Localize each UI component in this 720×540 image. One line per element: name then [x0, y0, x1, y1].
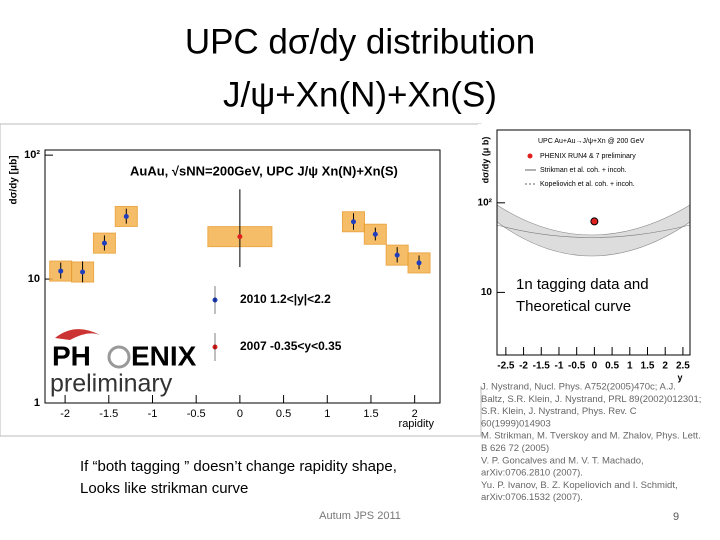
point — [372, 231, 378, 237]
x-tick-label: 1.5 — [363, 408, 378, 420]
y-tick-label: 1 — [34, 397, 40, 409]
logo-text: ENIX — [131, 340, 197, 371]
x-tick-label: 2.5 — [676, 361, 690, 372]
reference: Baltz, S.R. Klein, J. Nystrand, PRL 89(2… — [481, 394, 701, 405]
reference: S.R. Klein, J. Nystrand, Phys. Rev. C — [481, 406, 637, 417]
x-tick-label: 0.5 — [276, 408, 291, 420]
plot-title: AuAu, √sNN=200GeV, UPC J/ψ Xn(N)+Xn(S) — [130, 163, 398, 178]
y-axis-label: dσ/dy (μ b) — [480, 137, 490, 184]
y-tick-label: 10² — [24, 149, 40, 161]
annotation: Theoretical curve — [516, 298, 631, 315]
reference: V. P. Goncalves and M. V. T. Machado, — [481, 455, 644, 466]
x-tick-label: -1 — [555, 361, 564, 372]
x-tick-label: -0.5 — [187, 408, 206, 420]
plot-area — [496, 129, 691, 356]
x-tick-label: 0.5 — [605, 361, 619, 372]
legend-label: Kopeliovich et al. coh. + incoh. — [540, 181, 635, 188]
y-tick-label: 10² — [478, 197, 493, 208]
plot-area — [44, 149, 441, 404]
point — [590, 217, 599, 226]
x-tick-label: -2 — [60, 408, 70, 420]
point — [80, 269, 86, 275]
annotation: 1n tagging data and — [516, 276, 649, 293]
theory-curve — [496, 224, 691, 238]
reference: arXiv:0706.2810 (2007). — [481, 468, 583, 479]
reference: B 626 72 (2005) — [481, 443, 549, 454]
x-tick-label: 0 — [592, 361, 598, 372]
y-tick-label: 10 — [28, 273, 40, 285]
x-tick-label: -1.5 — [99, 408, 118, 420]
annotation-bg — [508, 270, 688, 322]
legend-label: 2010 1.2<|y|<2.2 — [240, 292, 331, 306]
point — [123, 213, 129, 219]
plot-title: UPC Au+Au→J/ψ+Xn @ 200 GeV — [538, 138, 645, 145]
point — [350, 219, 356, 225]
point — [416, 260, 422, 266]
y-axis-label: dσ/dy [μb] — [9, 155, 20, 204]
x-tick-label: 0 — [237, 408, 243, 420]
legend-marker — [527, 153, 533, 159]
x-tick-label: 1.5 — [641, 361, 655, 372]
y-tick-label: 10 — [481, 287, 493, 298]
caption: If “both tagging ” doesn’t change rapidi… — [80, 458, 397, 475]
x-tick-label: -2 — [519, 361, 528, 372]
point — [58, 268, 64, 274]
reference: arXiv:0706.1532 (2007). — [481, 492, 583, 503]
reference: Yu. P. Ivanov, B. Z. Kopeliovich and I. … — [481, 480, 678, 491]
x-tick-label: 1 — [324, 408, 330, 420]
x-tick-label: -1 — [148, 408, 158, 420]
point — [101, 240, 107, 246]
x-tick-label: -1.5 — [533, 361, 551, 372]
reference: M. Strikman, M. Tverskoy and M. Zhalov, … — [481, 431, 701, 442]
x-tick-label: 1 — [627, 361, 633, 372]
reference: J. Nystrand, Nucl. Phys. A752(2005)470c;… — [481, 382, 676, 393]
logo-o — [107, 345, 131, 369]
watermark: preliminary — [50, 370, 173, 398]
footer: Autum JPS 2011 — [319, 510, 401, 522]
reference: 60(1999)014903 — [481, 418, 551, 429]
point — [237, 234, 243, 240]
logo-swoosh — [55, 329, 100, 340]
x-tick-label: -2.5 — [497, 361, 515, 372]
x-axis-label: rapidity — [399, 418, 435, 430]
logo-text: PH — [52, 340, 91, 371]
point — [394, 252, 400, 258]
slide-title: J/ψ+Xn(N)+Xn(S) — [223, 75, 497, 114]
caption: Looks like strikman curve — [80, 480, 248, 497]
x-axis-label: y — [677, 372, 682, 382]
page-number: 9 — [673, 511, 679, 523]
x-tick-label: 2 — [662, 361, 668, 372]
x-tick-label: -0.5 — [568, 361, 586, 372]
legend-label: PHENIX RUN4 & 7 preliminary — [540, 153, 636, 160]
x-tick-label: 2 — [412, 408, 418, 420]
legend-label: Strikman et al. coh. + incoh. — [540, 167, 627, 174]
legend-label: 2007 -0.35<y<0.35 — [240, 339, 342, 353]
slide-title: UPC dσ/dy distribution — [185, 22, 535, 61]
